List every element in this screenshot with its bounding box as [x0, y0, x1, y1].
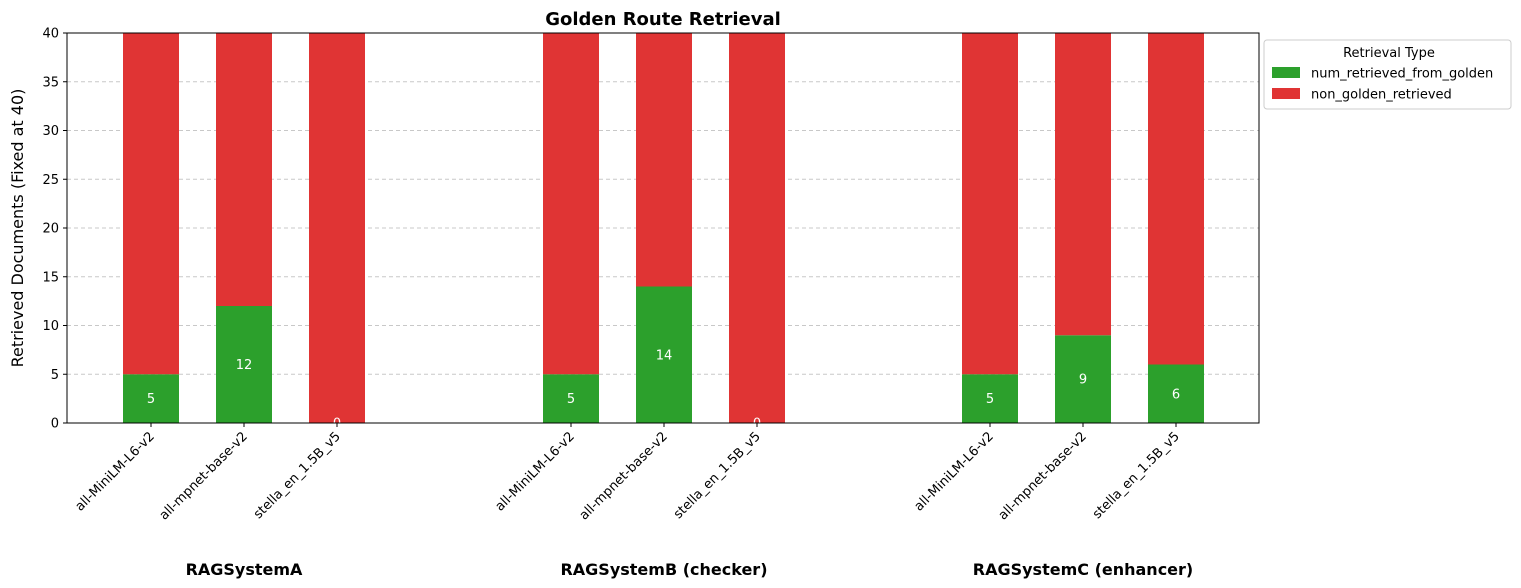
- bar-non-golden-retrieved: [543, 33, 599, 375]
- data-label: 14: [656, 348, 673, 363]
- legend-items: num_retrieved_from_golden non_golden_retr…: [1272, 67, 1493, 103]
- bar-num-retrieved-from-golden: [1055, 335, 1111, 423]
- x-tick-label: all-mpnet-base-v2: [157, 429, 251, 523]
- bar-num-retrieved-from-golden: [123, 374, 179, 423]
- y-tick-label: 20: [42, 222, 59, 237]
- data-label: 5: [147, 392, 155, 407]
- legend-title: Retrieval Type: [1343, 46, 1435, 61]
- data-label: 6: [1172, 387, 1180, 402]
- y-tick-label: 0: [51, 417, 59, 432]
- y-axis-label: Retrieved Documents (Fixed at 40): [8, 89, 27, 368]
- legend: Retrieval Type num_retrieved_from_golden…: [1263, 39, 1512, 110]
- x-tick-label: all-MiniLM-L6-v2: [73, 429, 158, 514]
- y-axis: 0 5 10 15 20 25 30 35 40: [42, 27, 67, 432]
- x-tick-label: all-MiniLM-L6-v2: [912, 429, 997, 514]
- y-tick-label: 40: [42, 27, 59, 42]
- bar-num-retrieved-from-golden: [216, 306, 272, 423]
- x-tick-label: stella_en_1.5B_v5: [1090, 429, 1183, 522]
- legend-label: num_retrieved_from_golden: [1311, 67, 1493, 82]
- y-tick-label: 30: [42, 124, 59, 139]
- bar-non-golden-retrieved: [216, 33, 272, 306]
- bar-non-golden-retrieved: [962, 33, 1018, 375]
- group-label: RAGSystemB (checker): [560, 560, 767, 579]
- data-label: 12: [236, 358, 253, 373]
- bar-num-retrieved-from-golden: [543, 374, 599, 423]
- bars: [123, 33, 1204, 423]
- bar-num-retrieved-from-golden: [1148, 364, 1204, 423]
- y-tick-label: 10: [42, 319, 59, 334]
- legend-swatch: [1272, 88, 1300, 99]
- x-tick-label: all-MiniLM-L6-v2: [493, 429, 578, 514]
- bar-num-retrieved-from-golden: [962, 374, 1018, 423]
- group-labels: RAGSystemA RAGSystemB (checker) RAGSystemC…: [186, 560, 1194, 579]
- bar-non-golden-retrieved: [1148, 33, 1204, 365]
- x-tick-label: all-mpnet-base-v2: [996, 429, 1090, 523]
- group-label: RAGSystemA: [186, 560, 303, 579]
- group-label: RAGSystemC (enhancer): [973, 560, 1193, 579]
- data-label: 5: [567, 392, 575, 407]
- y-tick-label: 25: [42, 173, 59, 188]
- y-tick-label: 15: [42, 270, 59, 285]
- bar-non-golden-retrieved: [309, 33, 365, 423]
- y-tick-label: 5: [51, 368, 59, 383]
- legend-box: [1263, 39, 1512, 110]
- bar-non-golden-retrieved: [123, 33, 179, 375]
- x-tick-label: all-mpnet-base-v2: [577, 429, 671, 523]
- y-tick-label: 35: [42, 75, 59, 90]
- bar-non-golden-retrieved: [636, 33, 692, 287]
- chart-title: Golden Route Retrieval: [545, 9, 781, 30]
- legend-label: non_golden_retrieved: [1311, 88, 1452, 103]
- bar-non-golden-retrieved: [729, 33, 785, 423]
- x-tick-label: stella_en_1.5B_v5: [671, 429, 764, 522]
- x-tick-label: stella_en_1.5B_v5: [251, 429, 344, 522]
- bar-non-golden-retrieved: [1055, 33, 1111, 336]
- data-label: 5: [986, 392, 994, 407]
- data-label: 9: [1079, 373, 1087, 388]
- bar-num-retrieved-from-golden: [636, 286, 692, 423]
- legend-swatch: [1272, 67, 1300, 78]
